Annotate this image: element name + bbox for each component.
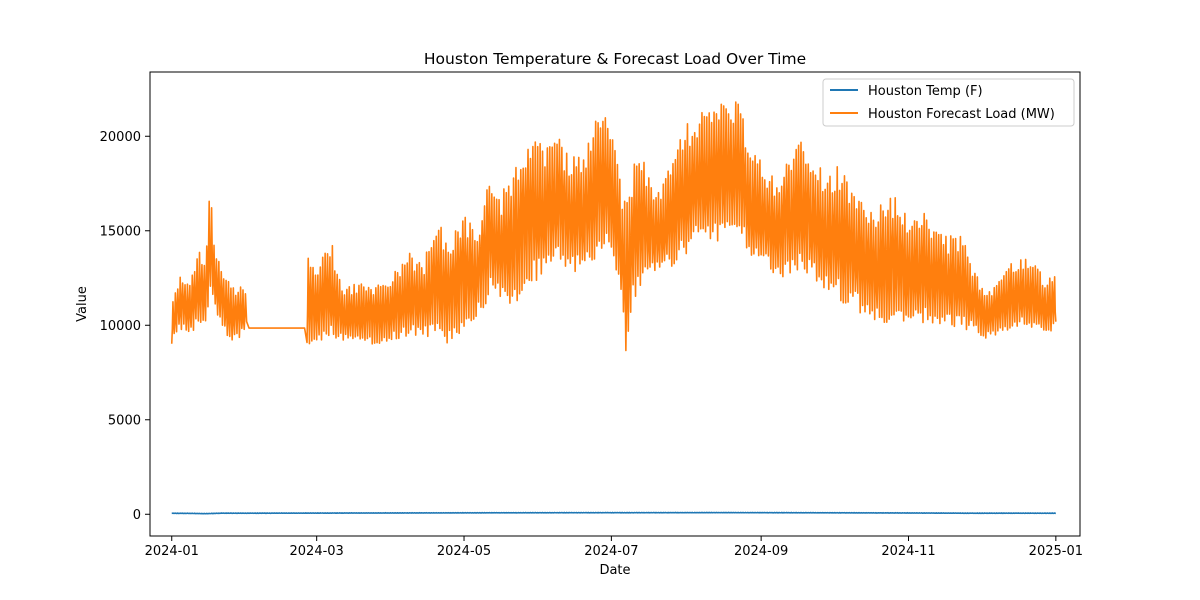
- legend-label-load: Houston Forecast Load (MW): [868, 107, 1055, 122]
- series-line-houston-forecast-load: [170, 101, 1057, 352]
- series-line-houston-temp: [171, 511, 1057, 515]
- axis-ticks: 2024-01 2024-03 2024-05 2024-07 2024-09 2024-…: [100, 130, 1083, 559]
- x-tick-label: 2024-01: [145, 544, 199, 559]
- axes-frame: [149, 71, 1081, 537]
- x-tick-label: 2024-03: [290, 544, 344, 559]
- legend: Houston Temp (F) Houston Forecast Load (…: [822, 78, 1075, 127]
- plot-area: [170, 101, 1057, 515]
- legend-box: [822, 78, 1075, 127]
- chart-title: Houston Temperature & Forecast Load Over…: [424, 50, 806, 68]
- legend-label-temp: Houston Temp (F): [868, 84, 983, 99]
- x-tick-label: 2024-05: [437, 544, 491, 559]
- y-tick-label: 15000: [100, 224, 141, 239]
- x-tick-label: 2025-01: [1029, 544, 1083, 559]
- y-tick-label: 0: [133, 508, 141, 523]
- y-tick-label: 20000: [100, 130, 141, 145]
- x-tick-label: 2024-09: [734, 544, 788, 559]
- x-axis-label: Date: [599, 563, 630, 578]
- y-axis-label: Value: [75, 286, 90, 322]
- x-tick-label: 2024-07: [584, 544, 638, 559]
- y-tick-label: 5000: [108, 413, 141, 428]
- x-tick-label: 2024-11: [881, 544, 935, 559]
- y-tick-label: 10000: [100, 319, 141, 334]
